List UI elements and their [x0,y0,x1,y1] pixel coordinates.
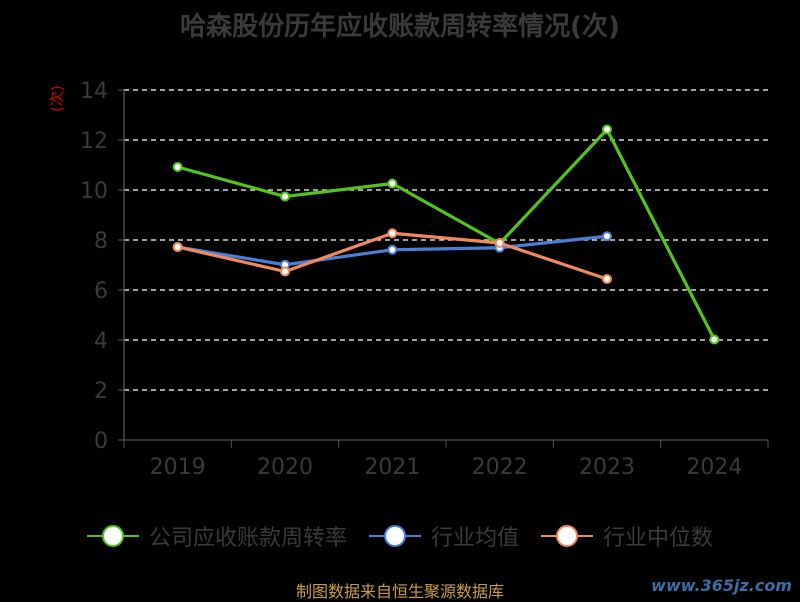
y-tick-label-2: 2 [94,379,108,404]
y-tick-label-14: 14 [80,79,108,104]
legend-label-industry-mean: 行业均值 [430,526,519,551]
y-tick-label-6: 6 [94,279,108,304]
x-tick-label-2023: 2023 [579,455,635,480]
x-tick-label-2021: 2021 [364,455,420,480]
legend-label-company: 公司应收账款周转率 [148,526,347,551]
watermark-logo: www.365jz.com [651,576,792,595]
legend-label-industry-median: 行业中位数 [603,526,714,551]
y-tick-label-8: 8 [94,229,108,254]
data-point-industry-median-2022[interactable] [494,238,505,248]
data-point-industry-mean-2023[interactable] [602,231,612,242]
data-point-industry-median-2021[interactable] [387,228,398,239]
legend-item-industry-mean[interactable]: 行业均值 [368,520,519,552]
data-point-company-2020[interactable] [280,191,290,202]
legend-item-company[interactable]: 公司应收账款周转率 [86,520,347,552]
y-tick-label-12: 12 [80,129,108,154]
x-tick-label-2019: 2019 [150,455,206,480]
legend-item-industry-median[interactable]: 行业中位数 [541,520,713,552]
chart-title: 哈森股份历年应收账款周转率情况(次) [180,12,620,42]
legend: 公司应收账款周转率 行业均值 行业中位数 [0,520,800,552]
y-tick-label-10: 10 [80,179,108,204]
x-tick-label-2020: 2020 [257,455,313,480]
data-point-company-2021[interactable] [387,178,398,189]
data-point-industry-median-2023[interactable] [602,274,612,284]
x-tick-label-2022: 2022 [472,455,528,480]
data-point-industry-median-2019[interactable] [172,242,183,252]
data-point-industry-mean-2021[interactable] [387,244,398,255]
data-point-industry-median-2020[interactable] [280,266,290,277]
data-point-company-2023[interactable] [602,124,612,135]
data-point-company-2019[interactable] [172,162,183,172]
x-tick-label-2024: 2024 [686,455,742,480]
legend-marker-industry-median-icon [541,524,593,548]
data-point-company-2024[interactable] [709,334,720,345]
legend-marker-industry-mean-icon [368,524,421,548]
legend-marker-company-icon [86,524,139,548]
y-tick-label-0: 0 [94,429,108,454]
series-line-company [177,127,716,341]
y-tick-label-4: 4 [94,329,108,354]
data-source-note: 制图数据来自恒生聚源数据库 [295,582,504,601]
